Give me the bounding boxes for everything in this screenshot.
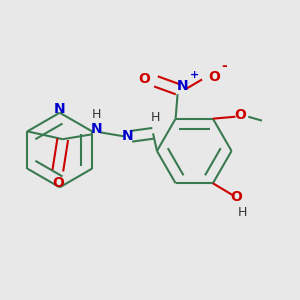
Text: N: N	[122, 129, 133, 143]
Text: H: H	[238, 206, 247, 219]
Text: H: H	[150, 111, 160, 124]
Text: +: +	[190, 70, 199, 80]
Text: N: N	[54, 102, 65, 116]
Text: -: -	[221, 59, 226, 73]
Text: N: N	[177, 79, 188, 93]
Text: N: N	[90, 122, 102, 136]
Text: O: O	[208, 70, 220, 85]
Text: O: O	[234, 108, 246, 122]
Text: H: H	[92, 108, 101, 121]
Text: O: O	[52, 176, 64, 190]
Text: O: O	[230, 190, 242, 204]
Text: O: O	[138, 72, 150, 86]
